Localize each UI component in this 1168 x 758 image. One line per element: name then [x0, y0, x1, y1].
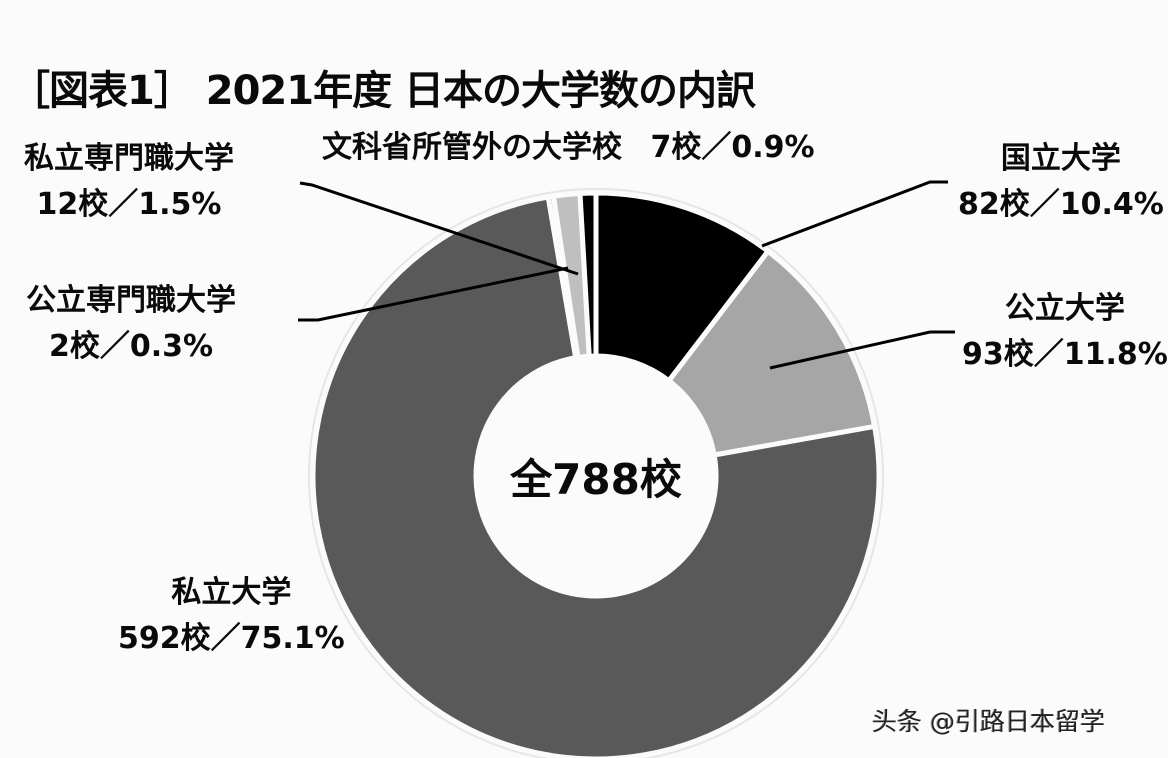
label-shiritsu: 私立大学 592校／75.1% [118, 570, 345, 662]
label-name: 公立専門職大学 [26, 283, 236, 318]
label-monka-gai: 文科省所管外の大学校 7校／0.9% [322, 128, 815, 168]
label-value: 82校／10.4% [958, 187, 1164, 222]
label-kouritsu: 公立大学 93校／11.8% [962, 286, 1168, 378]
label-kokuritsu: 国立大学 82校／10.4% [958, 136, 1164, 228]
label-value: 93校／11.8% [962, 337, 1168, 372]
leader-line-kouritsu [769, 330, 955, 370]
leader-lines [298, 180, 955, 370]
donut-slice [577, 190, 599, 359]
leader-line-shiritsu-senmon [299, 181, 579, 276]
donut-slices [308, 188, 884, 758]
leader-line-kouritsu-senmon [298, 266, 569, 322]
label-name: 私立大学 [171, 575, 292, 610]
label-value: 7校／0.9% [650, 130, 815, 165]
label-value: 2校／0.3% [48, 329, 214, 364]
label-value: 592校／75.1% [118, 621, 345, 656]
label-name: 私立専門職大学 [24, 141, 234, 176]
watermark: 头条 @引路日本留学 [872, 707, 1105, 736]
label-name: 公立大学 [1004, 291, 1125, 326]
donut-center-total: 全788校 [510, 455, 682, 504]
leader-line-kokuritsu [761, 180, 948, 248]
donut-slice [665, 247, 878, 458]
label-kouritsu-senmon: 公立専門職大学 2校／0.3% [26, 278, 236, 370]
label-name: 文科省所管外の大学校 [322, 130, 622, 165]
label-shiritsu-senmon: 私立専門職大学 12校／1.5% [24, 136, 234, 228]
donut-slice [310, 194, 882, 758]
label-name: 国立大学 [1000, 141, 1121, 176]
chart-title: ［図表1］ 2021年度 日本の大学数の内訳 [10, 68, 756, 114]
label-value: 12校／1.5% [36, 187, 222, 222]
